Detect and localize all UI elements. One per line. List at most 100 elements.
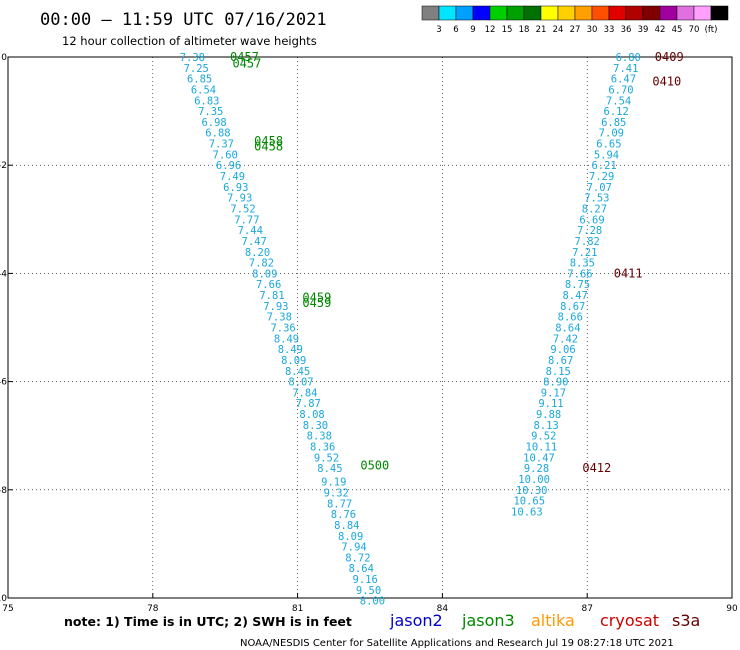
- swh-value-label: 6.21: [591, 160, 616, 172]
- grid-lines: [8, 57, 732, 598]
- swh-value-label: 8.08: [299, 409, 324, 421]
- swh-value-label: 7.87: [296, 398, 321, 410]
- time-label: 0410: [652, 74, 681, 88]
- swh-value-label: 7.38: [267, 312, 292, 324]
- swh-value-label: 8.77: [327, 498, 352, 510]
- colorbar-swatch: [421, 5, 440, 21]
- swh-value-label: 8.30: [303, 420, 328, 432]
- colorbar-swatch: [659, 5, 678, 21]
- swh-value-label: 7.82: [575, 236, 600, 248]
- swh-value-label: 6.83: [194, 95, 219, 107]
- y-tick-label: -8: [0, 486, 7, 496]
- colorbar-label: 15: [502, 25, 513, 35]
- swh-value-label: 6.93: [223, 182, 248, 194]
- colorbar-label: 24: [553, 25, 564, 35]
- swh-value-label: 7.21: [572, 247, 597, 259]
- swh-value-label: 7.52: [230, 203, 255, 215]
- x-tick-label: 81: [292, 604, 303, 614]
- legend-item: s3a: [672, 611, 700, 630]
- swh-value-label: 6.70: [608, 84, 633, 96]
- swh-value-label: 7.47: [242, 236, 267, 248]
- swh-value-label: 7.42: [553, 333, 578, 345]
- swh-value-label: 7.53: [584, 193, 609, 205]
- swh-value-label: 10.63: [511, 506, 543, 518]
- swh-value-label: 7.38: [180, 52, 205, 64]
- time-label: 0412: [582, 461, 611, 475]
- legend-item: altika: [531, 611, 575, 630]
- swh-value-label: 6.69: [579, 214, 604, 226]
- colorbar-swatch: [540, 5, 559, 21]
- swh-value-label: 7.54: [606, 95, 631, 107]
- data-labels: 7.387.256.856.546.837.356.986.887.377.60…: [180, 52, 641, 608]
- colorbar-label: 6: [453, 25, 458, 35]
- swh-value-label: 8.15: [546, 366, 571, 378]
- swh-value-label: 9.32: [324, 488, 349, 500]
- swh-value-label: 9.19: [321, 477, 346, 489]
- colorbar-swatch: [642, 5, 661, 21]
- swh-value-label: 8.47: [562, 290, 587, 302]
- colorbar-label: 39: [638, 25, 649, 35]
- swh-value-label: 6.54: [191, 84, 216, 96]
- swh-value-label: 8.00: [360, 596, 385, 608]
- time-label: 0411: [614, 266, 643, 280]
- swh-value-label: 8.64: [349, 563, 374, 575]
- swh-value-label: 8.90: [543, 377, 568, 389]
- x-tick-label: 90: [726, 604, 738, 614]
- y-tick-label: 0: [1, 53, 7, 63]
- swh-value-label: 8.45: [317, 463, 342, 475]
- time-label: 0457: [230, 50, 259, 64]
- chart-subtitle: 12 hour collection of altimeter wave hei…: [62, 34, 317, 48]
- plot-frame: [7, 56, 733, 599]
- colorbar-swatch: [438, 5, 457, 21]
- swh-value-label: 9.16: [353, 574, 378, 586]
- time-label: 0459: [302, 296, 331, 310]
- x-tick-label: 87: [581, 604, 592, 614]
- y-tick-label: -6: [0, 378, 7, 388]
- swh-value-label: 6.96: [216, 160, 241, 172]
- swh-value-label: 9.11: [538, 398, 563, 410]
- footer-credit: NOAA/NESDIS Center for Satellite Applica…: [240, 638, 674, 649]
- swh-value-label: 6.65: [596, 139, 621, 151]
- satellite-legend: jason2 jason3 altika cryosat s3a: [389, 611, 700, 630]
- swh-value-label: 6.80: [616, 52, 641, 64]
- swh-value-label: 10.11: [526, 442, 558, 454]
- swh-value-label: 9.17: [541, 387, 566, 399]
- swh-value-label: 8.09: [338, 531, 363, 543]
- swh-value-label: 7.82: [249, 258, 274, 270]
- colorbar-swatch: [710, 5, 729, 21]
- color-scale-bar: 3 6 9 12 15 18 21 24 27 30 33 36 39 42 45 70 (ft): [421, 5, 729, 35]
- swh-value-label: 8.27: [582, 203, 607, 215]
- colorbar-label: 18: [519, 25, 530, 35]
- colorbar-label: 42: [655, 25, 666, 35]
- colorbar-swatch: [557, 5, 576, 21]
- swh-value-label: 5.94: [594, 149, 619, 161]
- swh-value-label: 8.09: [252, 268, 277, 280]
- colorbar-label: 27: [570, 25, 581, 35]
- swh-value-label: 6.12: [604, 106, 629, 118]
- time-label: 0500: [360, 458, 389, 472]
- colorbar-swatch: [489, 5, 508, 21]
- colorbar-swatch: [523, 5, 542, 21]
- swh-value-label: 7.93: [263, 301, 288, 313]
- swh-value-label: 9.06: [550, 344, 575, 356]
- swh-value-label: 7.94: [341, 542, 366, 554]
- x-tick-label: 75: [2, 604, 13, 614]
- colorbar-swatch: [506, 5, 525, 21]
- swh-value-label: 6.88: [205, 128, 230, 140]
- legend-item: jason2: [389, 611, 443, 630]
- swh-value-label: 8.38: [307, 431, 332, 443]
- y-tick-label: -2: [0, 161, 7, 171]
- swh-value-label: 7.66: [256, 279, 281, 291]
- swh-value-label: 8.67: [548, 355, 573, 367]
- swh-value-label: 8.09: [281, 355, 306, 367]
- legend-item: cryosat: [600, 611, 659, 630]
- swh-value-label: 6.47: [611, 74, 636, 86]
- y-tick-label: -4: [0, 269, 7, 279]
- colorbar-swatch: [591, 5, 610, 21]
- swh-value-label: 8.67: [560, 301, 585, 313]
- swh-value-label: 8.13: [534, 420, 559, 432]
- swh-value-label: 7.81: [259, 290, 284, 302]
- swh-value-label: 7.25: [184, 63, 209, 75]
- x-tick-label: 84: [437, 604, 449, 614]
